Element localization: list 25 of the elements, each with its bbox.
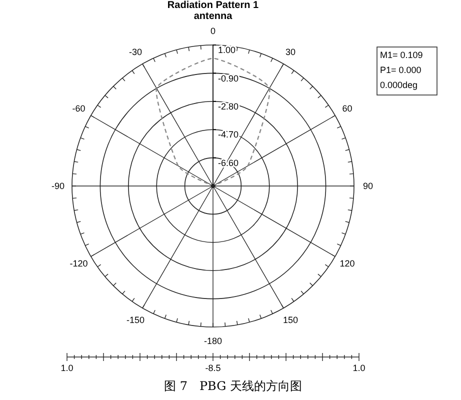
chart-subtitle: antenna — [194, 11, 233, 22]
text: M1= 0.109 — [380, 50, 423, 60]
y-tick-label: -4.70 — [218, 130, 239, 140]
spoke-label: 60 — [342, 104, 352, 114]
text: 0.000deg — [380, 80, 418, 90]
text: -8.5 — [205, 363, 221, 373]
chart-title: Radiation Pattern 1 — [167, 0, 259, 11]
spoke-label: -60 — [72, 104, 86, 114]
text: P1= 0.000 — [380, 65, 422, 75]
spoke-label: 0 — [210, 26, 216, 36]
spoke-label: -30 — [128, 46, 142, 57]
spoke-label: -90 — [51, 181, 65, 191]
text: 1.0 — [60, 363, 74, 373]
spoke-label: -120 — [70, 258, 88, 268]
y-tick-label: -2.80 — [218, 102, 239, 112]
spoke-label: 150 — [282, 315, 298, 326]
text: 1.0 — [352, 363, 366, 373]
y-tick-label: 1.00 — [218, 45, 236, 56]
y-tick-label: -0.90 — [218, 73, 239, 84]
spoke-label: 120 — [340, 258, 355, 268]
spoke-label: 30 — [285, 46, 296, 57]
spoke-label: -180 — [204, 336, 222, 346]
spoke-label: -150 — [126, 315, 145, 326]
caption: 图 7 PBG 天线的方向图 — [164, 379, 302, 393]
spoke-label: 90 — [362, 181, 374, 191]
